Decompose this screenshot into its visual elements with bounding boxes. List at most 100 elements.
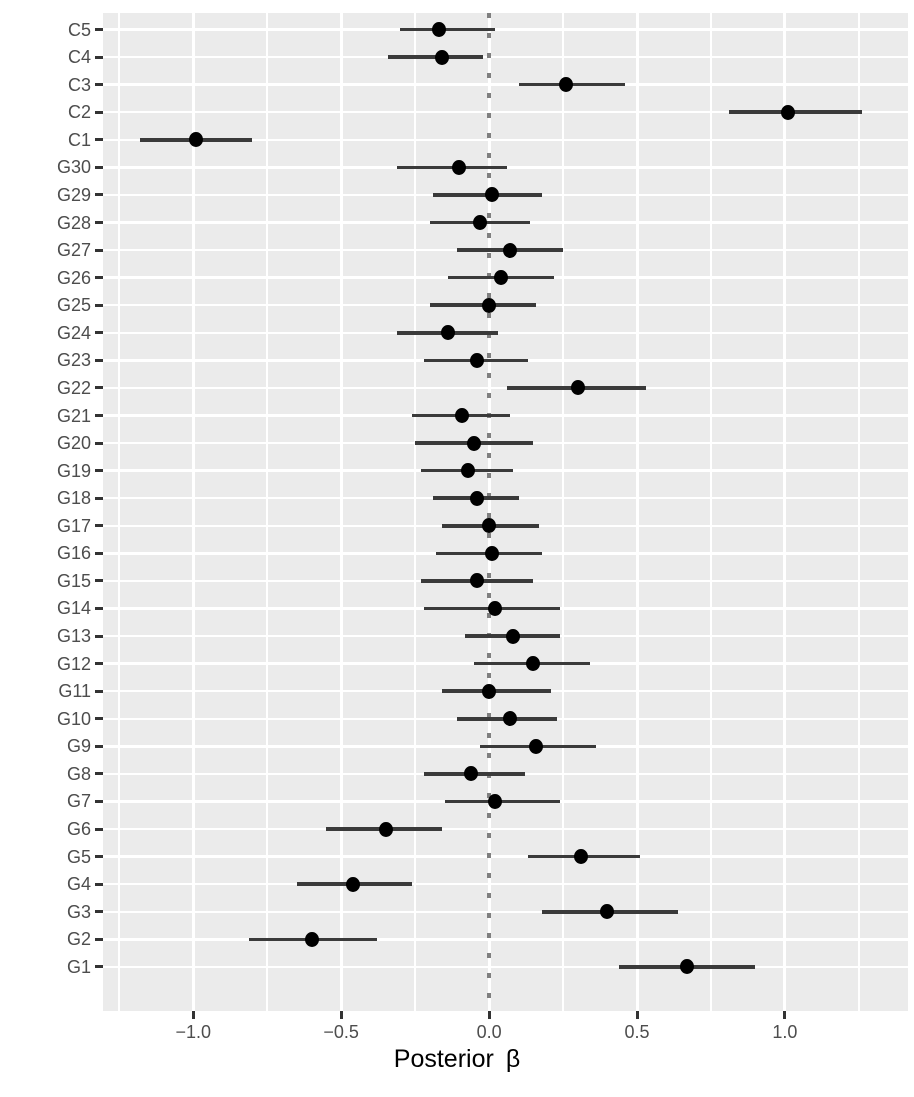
y-axis-label: G2	[66, 929, 91, 950]
y-tick	[95, 717, 103, 721]
horizontal-gridline	[103, 855, 908, 858]
y-axis-label: G5	[66, 846, 91, 867]
y-axis-label: G30	[56, 157, 91, 178]
horizontal-gridline	[103, 827, 908, 831]
y-tick	[95, 882, 103, 886]
y-tick	[95, 965, 103, 969]
y-axis-label: G28	[56, 212, 91, 233]
y-tick	[95, 193, 103, 197]
y-tick	[95, 28, 103, 32]
y-tick	[95, 83, 103, 87]
y-axis-label: G18	[56, 488, 91, 509]
y-tick	[95, 110, 103, 114]
y-axis-label: G15	[56, 570, 91, 591]
y-tick	[95, 855, 103, 859]
y-axis-label: G10	[56, 708, 91, 729]
point-estimate	[467, 435, 482, 451]
y-tick	[95, 910, 103, 914]
y-axis-label: C5	[67, 19, 91, 40]
x-tick	[191, 1011, 195, 1019]
point-estimate	[559, 77, 573, 93]
horizontal-gridline	[103, 910, 908, 913]
vertical-gridline-minor	[562, 13, 565, 1011]
y-tick	[95, 248, 103, 252]
y-axis-label: G7	[66, 791, 91, 812]
y-tick	[95, 634, 103, 638]
x-tick-label: 0.0	[476, 1022, 502, 1042]
y-tick	[95, 827, 103, 831]
point-estimate	[526, 656, 541, 672]
y-tick	[95, 744, 103, 748]
point-estimate	[570, 380, 585, 396]
horizontal-gridline	[103, 331, 908, 335]
point-estimate	[485, 545, 500, 561]
y-tick	[95, 165, 103, 169]
point-estimate	[493, 270, 508, 286]
y-axis-label: G19	[56, 460, 91, 481]
y-tick	[95, 331, 103, 335]
horizontal-gridline	[103, 55, 908, 59]
horizontal-gridline	[103, 882, 908, 886]
y-tick	[95, 414, 103, 417]
x-tick	[635, 1011, 639, 1019]
y-axis-label: G6	[66, 819, 91, 840]
y-axis-label: G27	[56, 240, 91, 261]
point-estimate	[378, 821, 393, 837]
horizontal-gridline	[103, 83, 908, 86]
y-tick	[95, 441, 103, 445]
x-tick	[339, 1011, 343, 1019]
point-estimate	[470, 490, 485, 506]
point-estimate	[189, 132, 204, 148]
error-bar	[444, 799, 561, 804]
point-estimate	[680, 959, 695, 975]
y-axis-label: G8	[66, 763, 91, 784]
y-tick	[95, 55, 103, 59]
y-tick	[95, 772, 103, 776]
y-tick	[95, 303, 103, 307]
y-axis-label: G25	[56, 295, 91, 316]
y-tick	[95, 496, 103, 500]
point-estimate	[502, 242, 517, 258]
y-axis-label: G17	[56, 515, 91, 536]
horizontal-gridline	[103, 965, 908, 969]
y-tick	[95, 276, 103, 280]
point-estimate	[485, 187, 500, 203]
y-tick	[95, 386, 103, 390]
plot-panel	[103, 13, 908, 1011]
y-axis-label: G21	[56, 405, 91, 426]
x-tick	[783, 1011, 787, 1019]
y-tick	[95, 689, 103, 693]
x-axis-title-beta-symbol: β	[505, 1045, 521, 1073]
y-axis-label: G4	[66, 874, 91, 895]
y-tick	[95, 138, 103, 142]
y-axis-label: G14	[56, 598, 91, 619]
point-estimate	[600, 904, 615, 920]
point-estimate	[452, 159, 467, 175]
x-tick-label: 0.5	[624, 1022, 650, 1042]
vertical-gridline-major	[339, 13, 343, 1011]
point-estimate	[505, 628, 520, 644]
y-axis-label: G1	[66, 956, 91, 977]
horizontal-gridline	[103, 110, 908, 114]
point-estimate	[502, 711, 517, 727]
point-estimate	[470, 352, 485, 368]
point-estimate	[434, 49, 449, 65]
error-bar	[441, 689, 552, 693]
y-tick	[95, 662, 103, 666]
x-tick-label: −0.5	[323, 1022, 359, 1042]
vertical-gridline-minor	[414, 13, 417, 1011]
point-estimate	[461, 463, 476, 479]
point-estimate	[529, 738, 544, 754]
y-axis-label: G29	[56, 184, 91, 205]
y-axis-label: C1	[67, 129, 91, 150]
horizontal-gridline	[103, 386, 908, 390]
vertical-gridline-minor	[118, 13, 121, 1011]
zero-reference-line	[487, 13, 492, 1011]
horizontal-gridline	[103, 28, 908, 31]
point-estimate	[464, 766, 479, 782]
y-axis-label: G3	[66, 901, 91, 922]
y-axis-label: C4	[67, 47, 91, 68]
point-estimate	[304, 931, 319, 947]
y-tick	[95, 358, 103, 362]
